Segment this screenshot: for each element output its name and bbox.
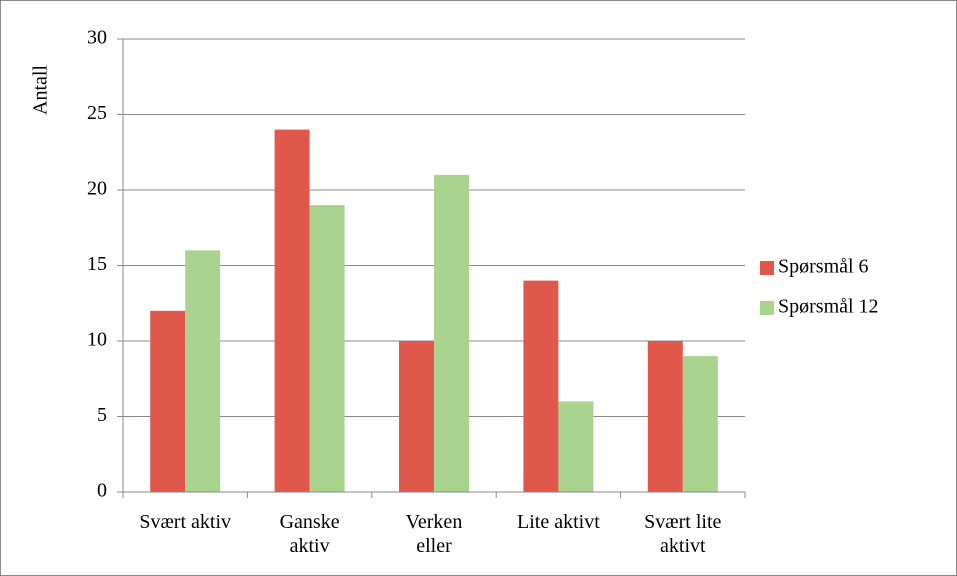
legend-swatch — [760, 261, 774, 275]
y-tick-label: 15 — [87, 253, 107, 275]
x-tick-label: Svært lite aktivt — [644, 511, 722, 557]
y-tick-label: 30 — [87, 27, 107, 49]
bar — [434, 174, 469, 492]
bar — [647, 341, 683, 492]
y-tick-label: 10 — [87, 329, 107, 351]
bar — [309, 205, 345, 492]
bar — [682, 356, 718, 492]
y-tick-label: 20 — [87, 178, 107, 200]
legend-swatch — [760, 301, 774, 315]
y-axis-label: Antall — [30, 65, 52, 115]
y-tick-label: 5 — [97, 404, 107, 426]
x-tick-label: Lite aktivt — [517, 511, 600, 533]
legend-label: Spørsmål 6 — [778, 256, 869, 278]
y-tick-label: 0 — [97, 480, 107, 502]
bar — [274, 129, 310, 492]
bar — [185, 250, 221, 492]
x-tick-label: Ganske aktiv — [279, 511, 340, 557]
x-tick-label: Verken eller — [405, 511, 463, 557]
bar — [399, 341, 434, 492]
bar — [523, 280, 559, 492]
bar — [150, 310, 186, 492]
x-tick-label: Svært aktiv — [139, 511, 232, 533]
legend-label: Spørsmål 12 — [778, 296, 879, 318]
bar — [558, 401, 594, 492]
y-tick-label: 25 — [87, 102, 107, 124]
